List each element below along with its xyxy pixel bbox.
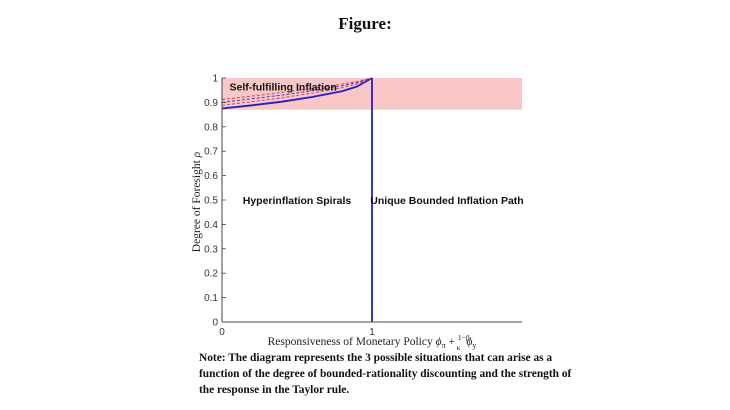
y-tick-label: 0.8 (204, 122, 218, 133)
y-tick-label: 0.4 (204, 220, 218, 231)
annotations-layer: Self-fulfilling Inflation Hyperinflation … (230, 82, 524, 207)
y-tick-label: 0 (212, 318, 218, 329)
y-tick-label: 0.7 (204, 147, 218, 158)
figure-note: Note: The diagram represents the 3 possi… (199, 352, 572, 396)
ticks-layer: 0 0.1 0.2 0.3 0.4 0.5 0.6 0.7 0.8 0.9 1 0 1 (204, 74, 375, 339)
dashed-series-line-3 (221, 77, 373, 100)
y-tick-label: 0.5 (204, 196, 218, 207)
dashed-series-line-2 (221, 77, 373, 103)
series-layer (221, 77, 373, 322)
figure-title: Figure: (338, 14, 392, 33)
x-axis-label: Responsiveness of Monetary Policy ϕπ + 1… (268, 333, 477, 352)
y-tick-label: 0.9 (204, 98, 218, 109)
y-tick-label: 0.6 (204, 171, 218, 182)
x-tick-label: 0 (219, 327, 225, 338)
y-tick-label: 1 (212, 74, 218, 85)
y-axis-label: Degree of Foresight ρ (191, 151, 203, 252)
y-tick-label: 0.3 (204, 244, 218, 255)
y-tick-label: 0.1 (204, 293, 218, 304)
annotation-2: Hyperinflation Spirals (243, 195, 352, 207)
annotation-3: Unique Bounded Inflation Path (370, 195, 523, 207)
y-tick-label: 0.2 (204, 269, 218, 280)
boundary-line-0 (221, 77, 373, 110)
annotation-1: Self-fulfilling Inflation (230, 82, 337, 94)
x-tick-label: 1 (369, 327, 375, 338)
dashed-series-line-1 (221, 77, 373, 106)
